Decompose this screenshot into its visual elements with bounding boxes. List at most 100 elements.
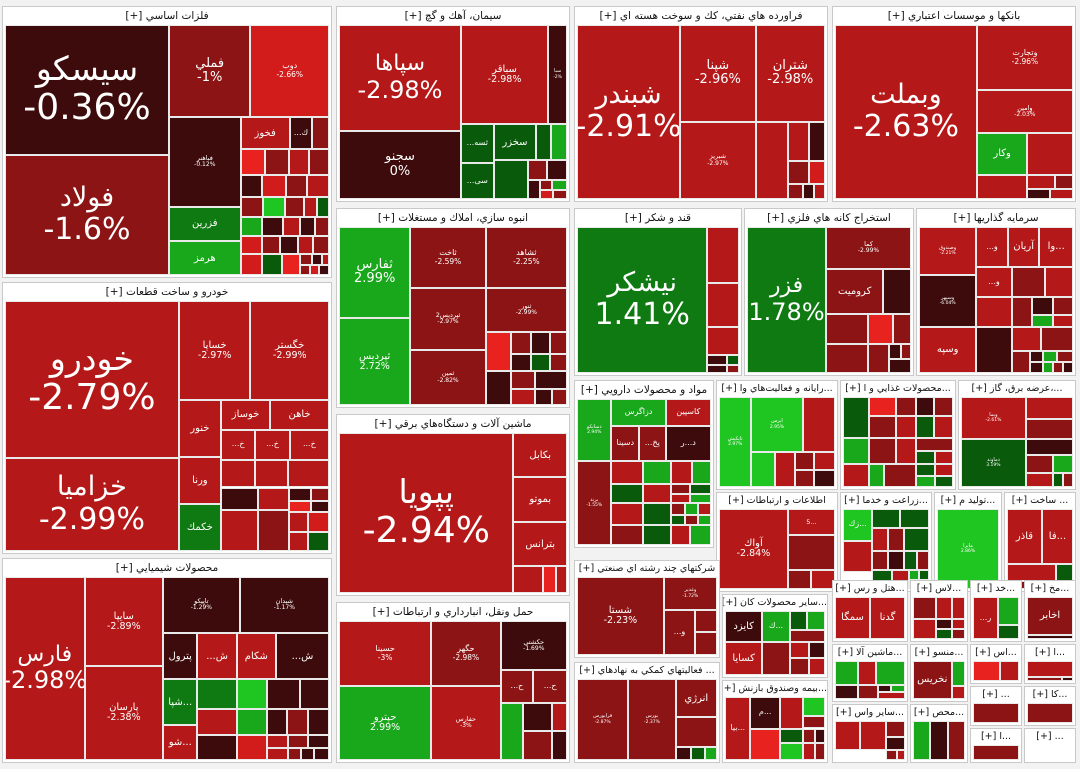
stock-tile-unlabeled[interactable] — [867, 314, 894, 344]
stock-tile-unlabeled[interactable] — [872, 509, 900, 528]
stock-tile-unlabeled[interactable] — [643, 461, 671, 484]
sector-cement[interactable]: سیمان، آهك و گچ [+] سپاها -2.98% سجنو 0% سباق… — [336, 6, 570, 202]
stock-tile-unlabeled[interactable] — [877, 684, 892, 692]
stock-tile[interactable]: ...ك — [762, 611, 790, 642]
stock-tile-unlabeled[interactable] — [896, 437, 916, 465]
stock-tile-unlabeled[interactable] — [299, 678, 329, 709]
stock-tile[interactable]: د...ر — [665, 425, 711, 462]
stock-tile-unlabeled[interactable] — [809, 658, 825, 675]
stock-tile-unlabeled[interactable] — [553, 190, 567, 199]
sector-header-hotel[interactable]: ...هتل و رس [+] — [833, 581, 907, 597]
stock-tile-unlabeled[interactable] — [707, 283, 739, 327]
stock-tile-unlabeled[interactable] — [307, 174, 329, 197]
sector-auto[interactable]: خودرو و ساخت قطعات [+] خودرو -2.79% خزامیا -… — [2, 282, 332, 554]
stock-tile[interactable]: ...وا — [1039, 227, 1073, 267]
stock-tile-unlabeled[interactable] — [685, 514, 699, 526]
stock-tile[interactable]: و... — [663, 609, 696, 655]
stock-tile-unlabeled[interactable] — [1031, 315, 1054, 327]
stock-tile-unlabeled[interactable] — [552, 731, 567, 760]
stock-tile-unlabeled[interactable] — [690, 483, 711, 495]
sector-telecom[interactable]: اطلاعات و ارتباطات [+] آواك -2.84% ...5 — [716, 492, 838, 592]
stock-tile[interactable]: شبدان -1.17% — [239, 577, 329, 634]
stock-tile[interactable]: تاپیكو -1.29% — [163, 577, 240, 634]
stock-tile[interactable]: خ... — [289, 429, 329, 460]
stock-tile-unlabeled[interactable] — [311, 501, 329, 513]
stock-tile[interactable]: خ... — [255, 429, 290, 460]
stock-tile-unlabeled[interactable] — [936, 619, 952, 629]
stock-tile-unlabeled[interactable] — [843, 437, 869, 465]
stock-tile[interactable]: ورنا — [178, 456, 221, 505]
stock-tile-unlabeled[interactable] — [807, 611, 825, 630]
stock-tile-unlabeled[interactable] — [917, 551, 929, 571]
sector-header-chem[interactable]: محصولات شیمیایي [+] — [3, 559, 331, 577]
stock-tile-unlabeled[interactable] — [236, 678, 268, 709]
sector-build[interactable]: ... ساخت [+] قاذر ...فا — [1004, 492, 1076, 592]
stock-tile-unlabeled[interactable] — [685, 503, 699, 515]
stock-tile-unlabeled[interactable] — [858, 684, 878, 699]
stock-tile-unlabeled[interactable] — [308, 708, 329, 736]
stock-tile-unlabeled[interactable] — [611, 461, 643, 484]
stock-tile-unlabeled[interactable] — [826, 344, 868, 373]
stock-tile-unlabeled[interactable] — [691, 747, 706, 760]
stock-tile[interactable]: ...م — [750, 697, 780, 729]
stock-tile-unlabeled[interactable] — [511, 353, 532, 372]
stock-tile-unlabeled[interactable] — [240, 254, 263, 275]
stock-tile-unlabeled[interactable] — [997, 625, 1019, 639]
sector-header-telecom[interactable]: اطلاعات و ارتباطات [+] — [717, 493, 837, 509]
stock-tile-unlabeled[interactable] — [934, 397, 953, 417]
sector-header-othera[interactable]: ...ا [+] — [971, 729, 1021, 745]
stock-tile-unlabeled[interactable] — [485, 331, 512, 372]
stock-tile[interactable]: حكشتي -1.69% — [500, 621, 567, 671]
stock-tile[interactable]: سخزر — [493, 123, 537, 161]
stock-tile[interactable]: سجنو 0% — [339, 130, 461, 199]
stock-tile-unlabeled[interactable] — [281, 254, 300, 275]
sector-othera[interactable]: ...ا [+] — [970, 728, 1022, 763]
stock-tile-unlabeled[interactable] — [915, 450, 936, 465]
stock-tile[interactable]: ر... — [973, 597, 998, 639]
stock-tile-unlabeled[interactable] — [267, 735, 288, 749]
stock-tile[interactable]: وسپه — [919, 327, 977, 373]
stock-tile[interactable]: شبریز -2.97% — [680, 121, 756, 199]
stock-tile-unlabeled[interactable] — [1025, 439, 1073, 456]
stock-tile[interactable]: قاذر — [1007, 509, 1042, 564]
stock-tile-unlabeled[interactable] — [707, 355, 728, 365]
stock-tile[interactable]: اخابر — [1027, 597, 1073, 635]
stock-tile-unlabeled[interactable] — [523, 702, 553, 732]
stock-tile-unlabeled[interactable] — [814, 469, 835, 487]
sector-petro[interactable]: فراورده هاي نفتي، كك و سوخت هسته اي [+] ش… — [574, 6, 828, 202]
stock-tile-unlabeled[interactable] — [826, 314, 868, 344]
stock-tile[interactable]: فزر 1.78% — [747, 227, 827, 373]
stock-tile[interactable]: ح... — [533, 670, 567, 703]
stock-tile-unlabeled[interactable] — [1027, 132, 1073, 176]
stock-tile-unlabeled[interactable] — [951, 686, 965, 699]
stock-tile[interactable]: ش... — [197, 633, 237, 679]
stock-tile[interactable]: آواك -2.84% — [719, 509, 788, 589]
stock-tile-unlabeled[interactable] — [947, 721, 965, 760]
stock-tile-unlabeled[interactable] — [893, 314, 911, 344]
stock-tile-unlabeled[interactable] — [511, 331, 532, 354]
sector-machinery[interactable]: ماشین آلات و دستگاه‌هاي برقي [+] پپویا -2.… — [336, 414, 570, 596]
stock-tile-unlabeled[interactable] — [909, 570, 920, 580]
sector-header-agri[interactable]: ...زراعت و خدما [+] — [841, 493, 931, 509]
stock-tile-unlabeled[interactable] — [552, 702, 567, 732]
stock-tile-unlabeled[interactable] — [803, 743, 816, 760]
stock-tile-unlabeled[interactable] — [258, 487, 289, 511]
stock-tile-unlabeled[interactable] — [779, 743, 804, 760]
sector-rubber[interactable]: ...لاس [+] — [910, 580, 968, 642]
stock-tile-unlabeled[interactable] — [1053, 297, 1073, 315]
stock-tile-unlabeled[interactable] — [809, 121, 825, 162]
stock-tile-unlabeled[interactable] — [240, 196, 264, 218]
stock-tile-unlabeled[interactable] — [543, 566, 557, 593]
sector-header-banks[interactable]: بانكها و موسسات اعتباري [+] — [833, 7, 1075, 25]
stock-tile-unlabeled[interactable] — [936, 629, 952, 639]
stock-tile[interactable]: شبندر -2.91% — [577, 25, 681, 199]
stock-tile-unlabeled[interactable] — [1049, 189, 1073, 199]
stock-tile-unlabeled[interactable] — [1027, 676, 1062, 681]
stock-tile[interactable]: وصندوق -2.21% — [919, 227, 977, 275]
stock-tile-unlabeled[interactable] — [976, 175, 1028, 199]
stock-tile-unlabeled[interactable] — [872, 551, 888, 571]
stock-tile[interactable]: فزرین — [168, 206, 241, 242]
stock-tile-unlabeled[interactable] — [803, 697, 825, 716]
stock-tile-unlabeled[interactable] — [279, 236, 298, 255]
stock-tile[interactable]: انرژي — [675, 679, 717, 718]
